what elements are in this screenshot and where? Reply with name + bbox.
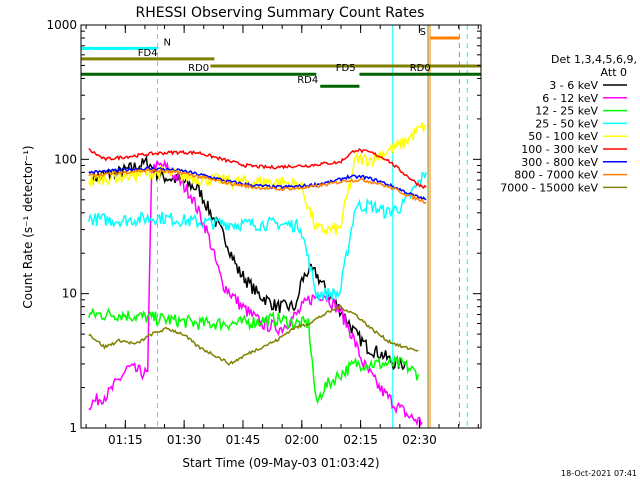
x-axis-label: Start Time (09-May-03 01:03:42) (182, 456, 379, 470)
y-axis-label: Count Rate (s⁻¹ detector⁻¹) (21, 145, 35, 308)
legend-entry-label: 3 - 6 keV (549, 79, 598, 92)
axes: 1 10 100 1000 01:15 01:30 01:45 02:00 02:15 02:30 (46, 18, 481, 447)
series-line-300-800-keV (88, 166, 427, 202)
attenuator-annotations: N FD4 FD5 RD0 RD0 RD4 S (81, 27, 481, 88)
legend-entry-label: 6 - 12 keV (542, 92, 598, 105)
series-line-3-6-keV (92, 155, 408, 371)
y-tick-label: 10 (62, 287, 77, 301)
series-lines (88, 122, 427, 427)
annotation-label: RD0 (188, 63, 209, 74)
legend-header-line1: Det 1,3,4,5,6,9, (551, 53, 637, 66)
series-line-100-300-keV (88, 147, 427, 190)
x-tick-label: 01:30 (167, 433, 202, 447)
annotation-label: FD5 (336, 63, 356, 74)
legend-entry-label: 300 - 800 keV (521, 156, 598, 169)
footer-date: 18-Oct-2021 07:41 (561, 469, 637, 478)
y-tick-label: 100 (54, 152, 77, 166)
legend-entry-label: 50 - 100 keV (528, 130, 598, 143)
annotation-label: S (420, 27, 426, 38)
legend-entry-label: 800 - 7000 keV (514, 169, 598, 182)
annotation-label: RD4 (297, 75, 318, 86)
legend-entry-label: 7000 - 15000 keV (500, 181, 598, 194)
legend-entry-label: 100 - 300 keV (521, 143, 598, 156)
plot-area: N FD4 FD5 RD0 RD0 RD4 S (81, 25, 481, 428)
y-tick-label: 1000 (46, 18, 77, 32)
chart-title: RHESSI Observing Summary Count Rates (136, 5, 425, 21)
x-tick-label: 02:15 (343, 433, 378, 447)
x-tick-label: 01:15 (108, 433, 143, 447)
y-tick-label: 1 (69, 421, 77, 435)
legend-entry-label: 25 - 50 keV (535, 117, 598, 130)
legend-entry-label: 12 - 25 keV (535, 105, 598, 118)
plot-frame (80, 24, 482, 429)
series-line-12-25-keV (88, 307, 420, 405)
annotation-label: RD0 (410, 63, 431, 74)
legend-header-line2: Att 0 (601, 66, 627, 79)
series-line-800-7000-keV (88, 168, 427, 205)
x-tick-label: 02:30 (402, 433, 437, 447)
series-line-25-50-keV (88, 171, 427, 302)
annotation-label: FD4 (138, 48, 158, 59)
annotation-label: N (163, 37, 170, 48)
series-line-7000-15000-keV (88, 303, 419, 366)
x-tick-label: 01:45 (226, 433, 261, 447)
x-tick-label: 02:00 (284, 433, 319, 447)
vertical-markers (81, 25, 468, 428)
